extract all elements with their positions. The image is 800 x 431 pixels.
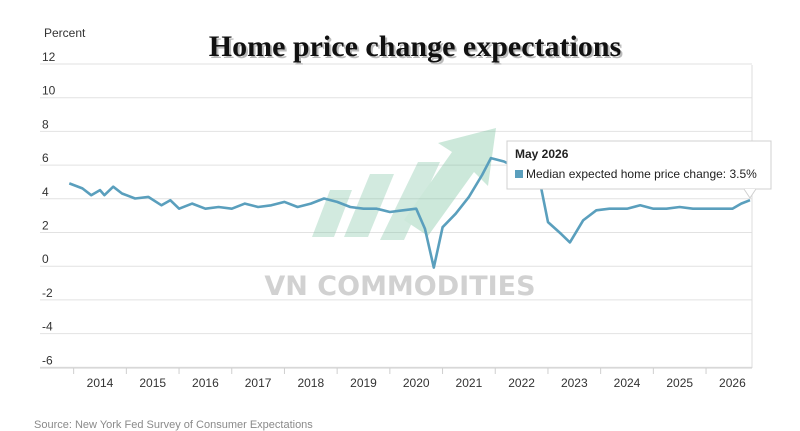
tooltip-box (506, 140, 772, 190)
series-line (68, 156, 751, 269)
x-tick-label: 2014 (87, 376, 114, 390)
chart-title: Home price change expectations (209, 30, 621, 63)
y-tick-label: -4 (42, 320, 53, 334)
x-tick-label: 2025 (666, 376, 693, 390)
tooltip: May 2026 Median expected home price chang… (506, 140, 772, 199)
watermark: VN COMMODITIES (264, 128, 536, 302)
y-tick-label: 10 (42, 84, 56, 98)
y-tick-label: 0 (42, 252, 49, 266)
y-tick-label: 8 (42, 117, 49, 131)
y-axis-unit-label: Percent (44, 26, 86, 40)
grid (40, 63, 753, 369)
series-layer (68, 156, 751, 269)
x-tick-label: 2024 (614, 376, 641, 390)
watermark-text: VN COMMODITIES (264, 271, 535, 302)
y-tick-label: 2 (42, 219, 49, 233)
source-note: Source: New York Fed Survey of Consumer … (34, 419, 313, 431)
x-tick-label: 2016 (192, 376, 219, 390)
y-tick-label: -2 (42, 286, 53, 300)
x-tick-label: 2017 (245, 376, 272, 390)
x-axis: 2014 2015 2016 2017 2018 2019 2020 2021 2022 2023… (73, 368, 746, 390)
y-tick-label: 12 (42, 50, 56, 64)
tooltip-pointer (743, 188, 757, 199)
y-tick-label: -6 (42, 353, 53, 367)
x-tick-label: 2015 (139, 376, 166, 390)
y-tick-label: 6 (42, 151, 49, 165)
y-tick-label: 4 (42, 185, 49, 199)
watermark-arrows-icon (312, 128, 496, 240)
x-tick-label: 2021 (456, 376, 483, 390)
x-tick-label: 2018 (297, 376, 324, 390)
tooltip-label: Median expected home price change: 3.5% (526, 167, 757, 181)
y-axis: 12 10 8 6 4 2 0 -2 -4 -6 (42, 50, 56, 367)
x-tick-label: 2026 (719, 376, 746, 390)
x-tick-label: 2020 (403, 376, 430, 390)
tooltip-swatch (515, 170, 523, 178)
chart-title-shadow: Home price change expectations (211, 32, 623, 65)
x-tick-label: 2019 (350, 376, 377, 390)
x-tick-label: 2023 (561, 376, 588, 390)
x-tick-label: 2022 (508, 376, 535, 390)
tooltip-title: May 2026 (515, 147, 569, 161)
